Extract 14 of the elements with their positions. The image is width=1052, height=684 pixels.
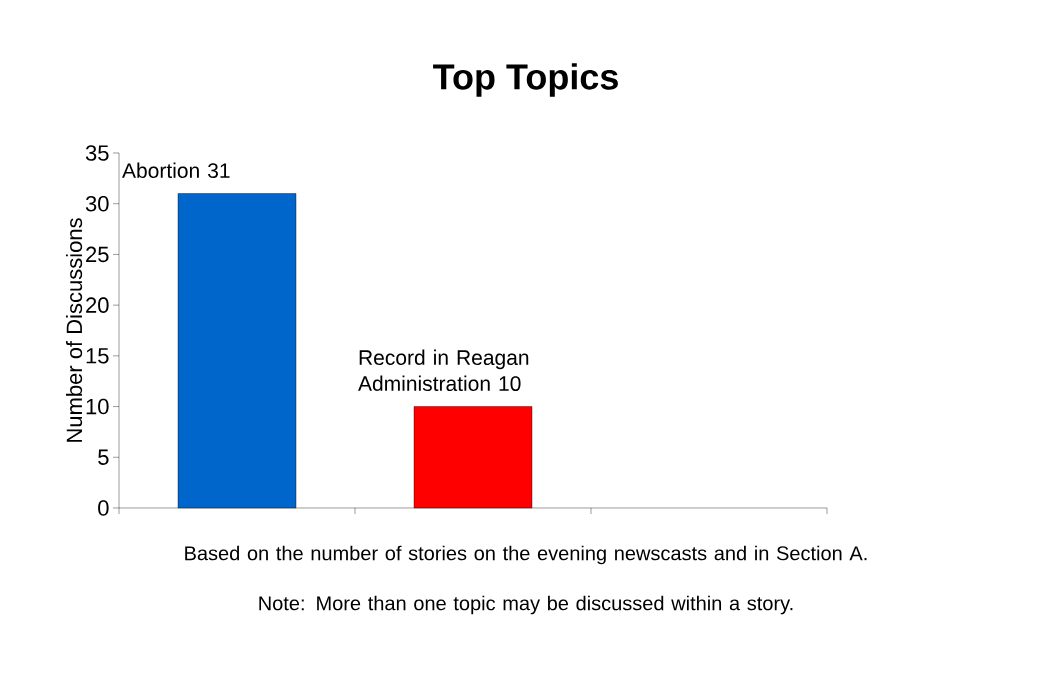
y-tick-label: 20 bbox=[86, 297, 109, 313]
text: Note: More than one topic may be discussed within a story. bbox=[259, 595, 793, 615]
text: Based on the number of stories on the evening newscasts and in Section A. bbox=[185, 545, 867, 565]
data-label: Record in Reagan Administration 10 bbox=[358, 349, 529, 392]
chart-title: Top Topics bbox=[433, 63, 618, 97]
y-tick-label: 0 bbox=[98, 500, 109, 516]
y-tick-label: 10 bbox=[86, 398, 109, 415]
y-tick-label: 25 bbox=[86, 246, 109, 263]
y-tick-label: 15 bbox=[86, 348, 109, 364]
y-tick-label: 35 bbox=[85, 145, 109, 161]
data-label: Abortion 31 bbox=[122, 162, 230, 179]
y-tick-label: 30 bbox=[85, 195, 109, 212]
y-axis-title: Number of Discussions bbox=[65, 218, 83, 442]
y-tick-label: 5 bbox=[98, 449, 109, 465]
